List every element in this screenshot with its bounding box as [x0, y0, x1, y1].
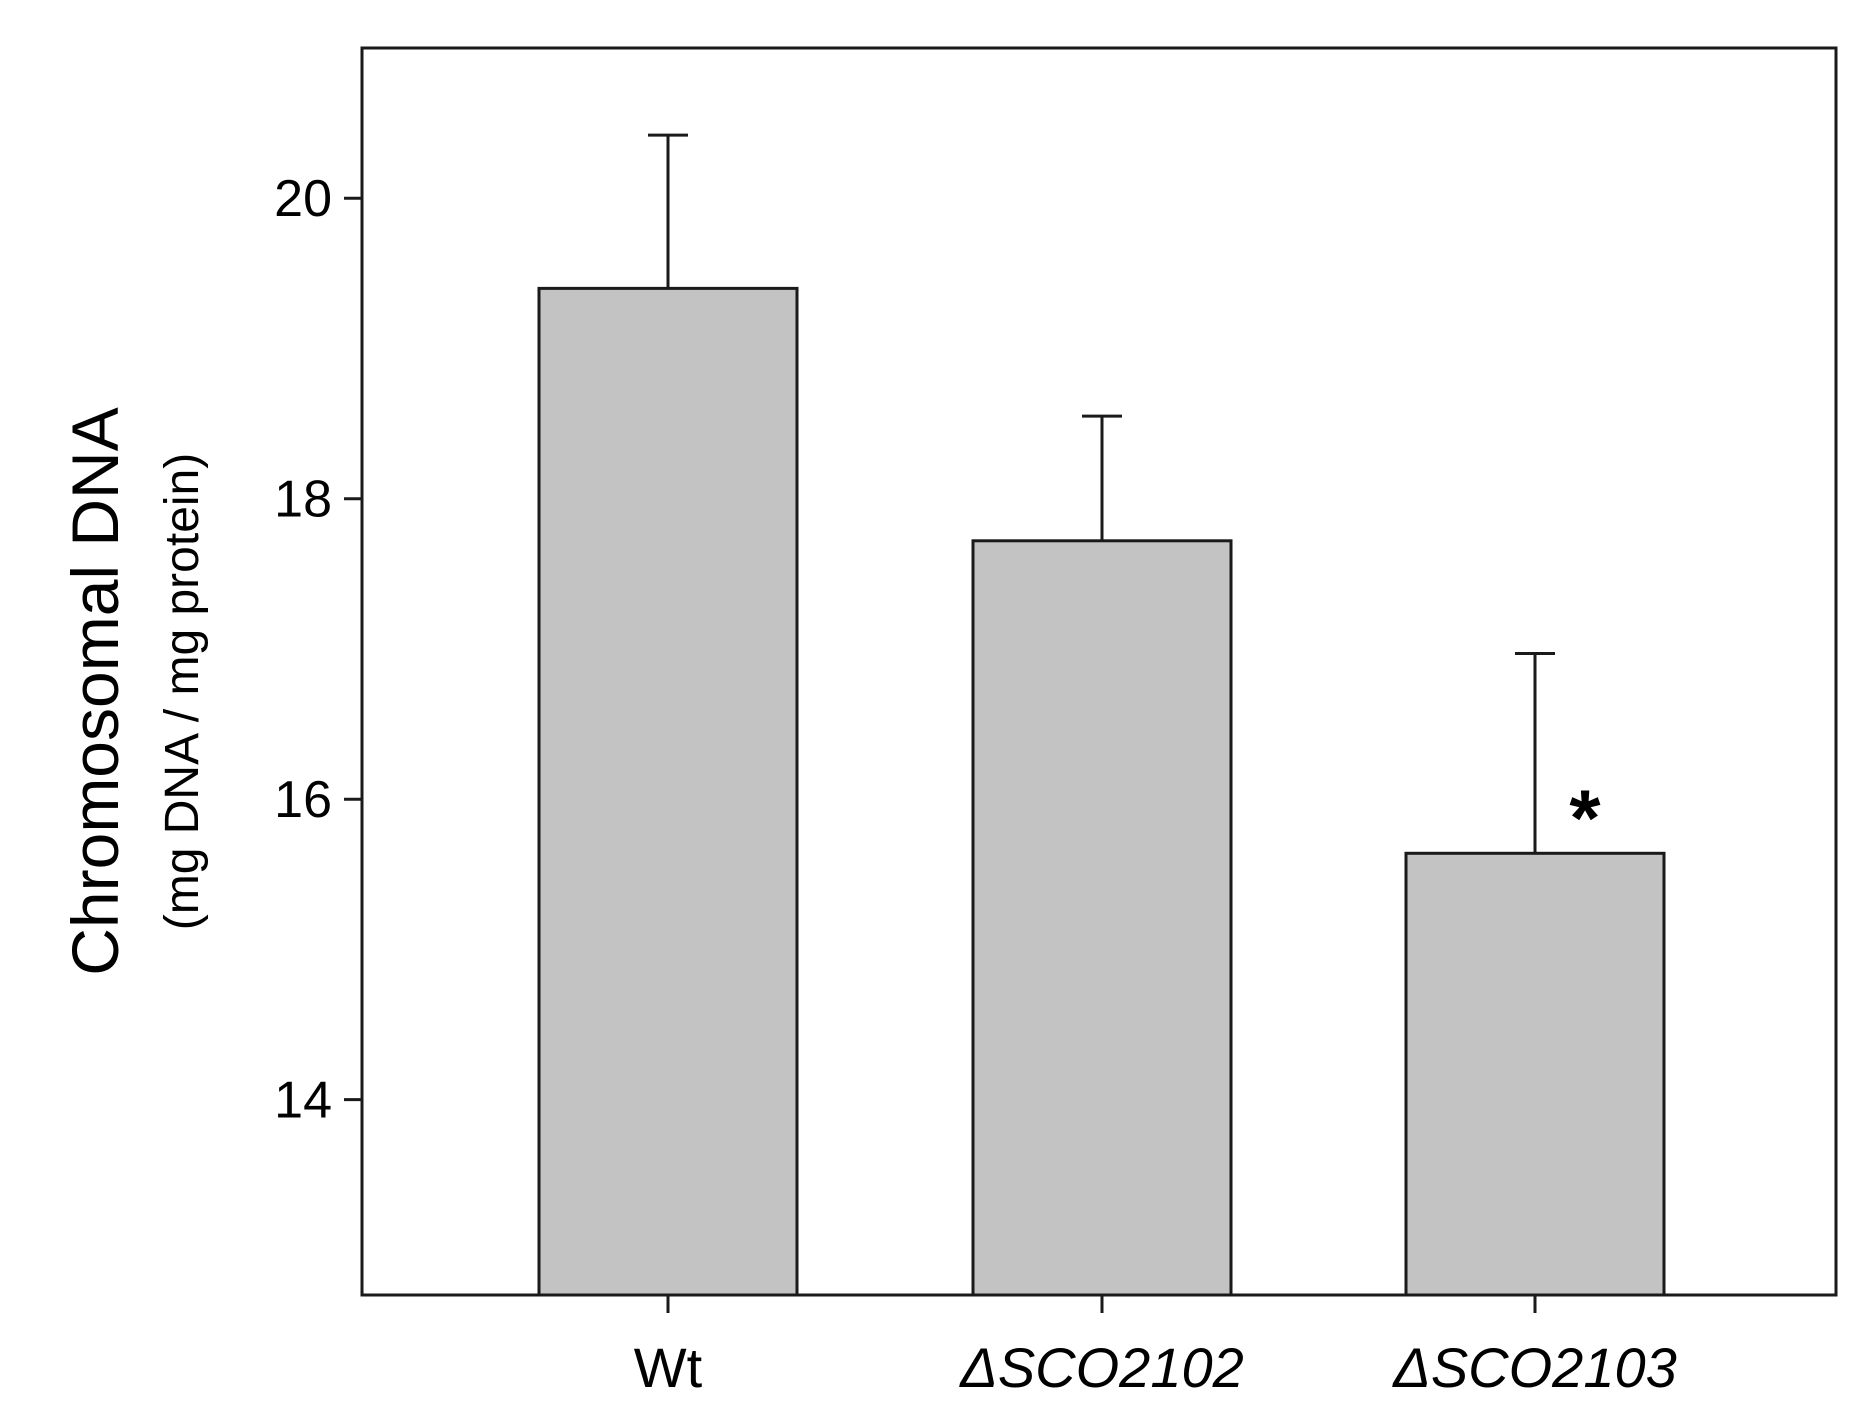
plot-frame	[360, 46, 1838, 1297]
y-tick-label-20: 20	[274, 170, 332, 228]
bar-1	[537, 286, 799, 1297]
y-axis-unit-label: (mg DNA / mg protein)	[156, 453, 209, 930]
x-tick-label-2: ΔSCO2102	[958, 1336, 1244, 1399]
error-bars-layer	[648, 133, 1555, 854]
x-tick-label-1: Wt	[634, 1336, 703, 1399]
y-tick-label-14: 14	[274, 1072, 332, 1130]
significance-marker: *	[1569, 773, 1601, 862]
y-tick-label-16: 16	[274, 771, 332, 829]
annotations-layer: *	[1569, 773, 1601, 862]
x-tick-label-3: ΔSCO2103	[1391, 1336, 1677, 1399]
x-axis: Wt ΔSCO2102 ΔSCO2103	[634, 1295, 1677, 1399]
bar-2	[971, 539, 1233, 1297]
y-axis: 14 16 18 20	[274, 170, 362, 1130]
y-axis-title: Chromosomal DNA (mg DNA / mg protein)	[58, 407, 209, 975]
y-axis-label: Chromosomal DNA	[58, 407, 132, 975]
bar-3	[1404, 851, 1666, 1297]
y-tick-label-18: 18	[274, 471, 332, 529]
